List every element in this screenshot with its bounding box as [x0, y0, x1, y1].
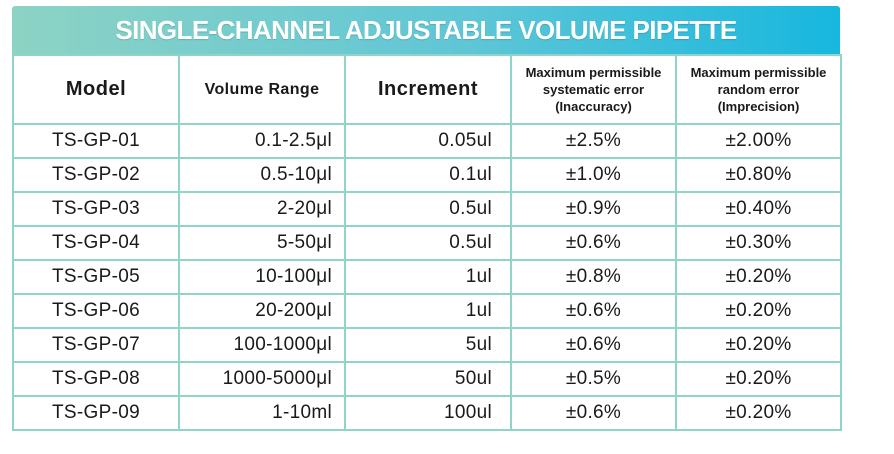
cell-increment: 1ul — [344, 259, 512, 295]
header-systematic-error: Maximum permissible systematic error (In… — [510, 54, 677, 125]
table-row: TS-GP-07 100-1000μl 5ul ±0.6% ±0.20% — [12, 327, 842, 363]
header-systematic-line3: (Inaccuracy) — [555, 99, 632, 114]
header-row: Model Volume Range Increment Maximum per… — [12, 54, 842, 125]
cell-systematic-error: ±0.6% — [510, 293, 677, 329]
cell-increment: 0.1ul — [344, 157, 512, 193]
table-row: TS-GP-04 5-50μl 0.5ul ±0.6% ±0.30% — [12, 225, 842, 261]
cell-random-error: ±0.20% — [675, 395, 842, 431]
table-row: TS-GP-03 2-20μl 0.5ul ±0.9% ±0.40% — [12, 191, 842, 227]
spec-sheet: SINGLE-CHANNEL ADJUSTABLE VOLUME PIPETTE… — [12, 6, 842, 431]
cell-systematic-error: ±0.6% — [510, 395, 677, 431]
cell-systematic-error: ±0.5% — [510, 361, 677, 397]
cell-volume-range: 100-1000μl — [178, 327, 346, 363]
cell-random-error: ±0.20% — [675, 293, 842, 329]
table-row: TS-GP-02 0.5-10μl 0.1ul ±1.0% ±0.80% — [12, 157, 842, 193]
cell-model: TS-GP-02 — [12, 157, 180, 193]
table-row: TS-GP-05 10-100μl 1ul ±0.8% ±0.20% — [12, 259, 842, 295]
cell-model: TS-GP-08 — [12, 361, 180, 397]
cell-systematic-error: ±0.8% — [510, 259, 677, 295]
cell-model: TS-GP-09 — [12, 395, 180, 431]
cell-volume-range: 1-10ml — [178, 395, 346, 431]
header-increment: Increment — [344, 54, 512, 125]
cell-volume-range: 20-200μl — [178, 293, 346, 329]
cell-systematic-error: ±2.5% — [510, 123, 677, 159]
cell-volume-range: 1000-5000μl — [178, 361, 346, 397]
cell-volume-range: 0.5-10μl — [178, 157, 346, 193]
header-random-line1: Maximum permissible — [690, 65, 827, 80]
cell-increment: 0.5ul — [344, 191, 512, 227]
cell-increment: 0.05ul — [344, 123, 512, 159]
cell-systematic-error: ±0.9% — [510, 191, 677, 227]
table-title: SINGLE-CHANNEL ADJUSTABLE VOLUME PIPETTE — [12, 6, 840, 54]
table-row: TS-GP-08 1000-5000μl 50ul ±0.5% ±0.20% — [12, 361, 842, 397]
header-systematic-line1: Maximum permissible — [525, 65, 662, 80]
cell-random-error: ±0.40% — [675, 191, 842, 227]
cell-increment: 1ul — [344, 293, 512, 329]
cell-volume-range: 5-50μl — [178, 225, 346, 261]
cell-increment: 0.5ul — [344, 225, 512, 261]
cell-model: TS-GP-01 — [12, 123, 180, 159]
specification-table: Model Volume Range Increment Maximum per… — [12, 54, 842, 431]
cell-model: TS-GP-04 — [12, 225, 180, 261]
cell-model: TS-GP-05 — [12, 259, 180, 295]
cell-random-error: ±0.30% — [675, 225, 842, 261]
cell-random-error: ±0.20% — [675, 361, 842, 397]
header-random-line2: random error — [717, 82, 800, 97]
cell-random-error: ±0.20% — [675, 259, 842, 295]
cell-systematic-error: ±1.0% — [510, 157, 677, 193]
cell-random-error: ±2.00% — [675, 123, 842, 159]
cell-model: TS-GP-06 — [12, 293, 180, 329]
header-random-line3: (Imprecision) — [717, 99, 800, 114]
table-row: TS-GP-06 20-200μl 1ul ±0.6% ±0.20% — [12, 293, 842, 329]
header-random-error: Maximum permissible random error (Imprec… — [675, 54, 842, 125]
cell-systematic-error: ±0.6% — [510, 327, 677, 363]
cell-increment: 50ul — [344, 361, 512, 397]
table-row: TS-GP-09 1-10ml 100ul ±0.6% ±0.20% — [12, 395, 842, 431]
header-volume-range: Volume Range — [178, 54, 346, 125]
cell-model: TS-GP-03 — [12, 191, 180, 227]
table-row: TS-GP-01 0.1-2.5μl 0.05ul ±2.5% ±2.00% — [12, 123, 842, 159]
header-model: Model — [12, 54, 180, 125]
cell-model: TS-GP-07 — [12, 327, 180, 363]
cell-increment: 100ul — [344, 395, 512, 431]
cell-volume-range: 0.1-2.5μl — [178, 123, 346, 159]
cell-systematic-error: ±0.6% — [510, 225, 677, 261]
cell-increment: 5ul — [344, 327, 512, 363]
cell-random-error: ±0.20% — [675, 327, 842, 363]
cell-volume-range: 10-100μl — [178, 259, 346, 295]
cell-volume-range: 2-20μl — [178, 191, 346, 227]
cell-random-error: ±0.80% — [675, 157, 842, 193]
header-systematic-line2: systematic error — [542, 82, 645, 97]
